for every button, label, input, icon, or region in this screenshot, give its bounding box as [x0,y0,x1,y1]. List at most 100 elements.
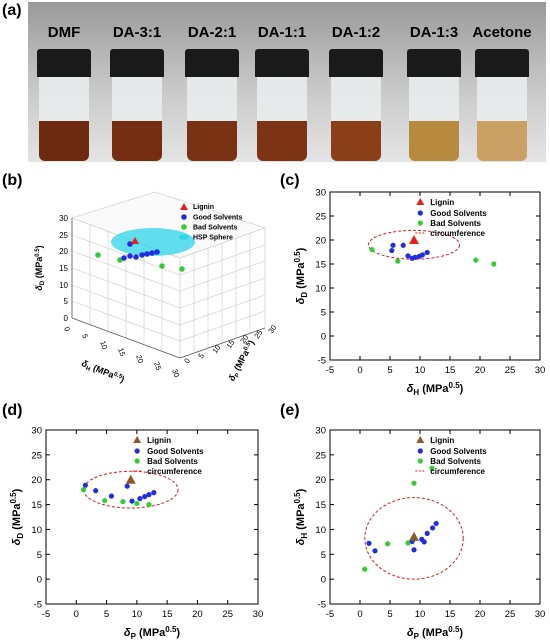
y-tick-label: 25 [315,212,326,223]
x-axis-title: δP (MPa0.5) [124,625,181,640]
x-tick-label: -5 [326,609,334,620]
legend-marker-good [134,448,140,454]
3d-points [95,237,185,272]
x-tick: 30 [170,368,181,379]
x-tick-label: 30 [535,365,546,376]
z-tick: 15 [59,264,68,273]
legend-label: Lignin [430,198,454,207]
bad-solvent-point [179,266,185,272]
good-solvent-point [144,251,150,257]
y-axis-title: δH (MPa0.5) [293,488,309,545]
vial-label: DA-3:1 [112,24,162,41]
bad-solvent-point [411,480,417,486]
legend-marker-bad [417,220,423,226]
bad-solvent-point [146,501,152,508]
vial-label: DA-1:1 [257,24,307,41]
vial-liquid [331,121,381,161]
y-tick-label: -5 [318,600,326,611]
legend-label: Bad Solvents [147,457,198,466]
x-tick: 25 [152,361,163,372]
x-tick: 5 [80,333,90,340]
vial-liquid [39,121,89,161]
good-solvent-point [372,548,378,554]
x-tick-label: 25 [222,609,233,620]
z-tick: 25 [59,231,68,240]
bad-solvent-point [362,566,368,572]
legend-marker-good [417,210,423,216]
y-tick-label: 5 [37,550,42,561]
x-axis-title: δH (MPa0.5) [407,381,464,397]
x-tick-label: 30 [253,609,264,620]
legend-label: HSP Sphere [193,235,233,242]
x-axis-title: δH (MPa0.5) [80,358,126,386]
x-tick-label: 25 [505,365,516,376]
vial-liquid [187,121,237,161]
y-tick-label: -5 [318,356,326,367]
vial [329,49,383,161]
bad-solvent-point [369,247,375,253]
lignin-point [409,531,419,541]
good-solvent-point [389,247,395,254]
vial-cap [329,49,383,77]
legend-label: Bad Solvents [430,219,481,228]
good-solvent-point [412,254,418,260]
x-tick-label: 0 [74,609,79,620]
x-tick-label: 15 [162,609,173,620]
legend-label: Lignin [430,436,454,445]
good-solvent-point [390,242,396,248]
y-axis-ticks: 0 5 10 15 20 25 30 [182,323,278,365]
bad-solvent-point [429,465,435,471]
x-tick-label: 5 [387,609,392,620]
legend-marker-lignin [133,436,142,443]
vial-label: DA-1:3 [409,24,459,41]
lignin-point [409,235,419,244]
panel-label-c: (c) [280,172,300,189]
vial-cap [475,49,529,77]
vial [185,49,239,161]
y-tick: 25 [252,328,264,340]
x-tick-label: 10 [415,365,426,376]
circumference [364,497,464,580]
bad-solvent-point [491,261,497,267]
legend-label: Lignin [147,436,171,445]
good-solvent-point [108,493,115,499]
y-tick: 5 [196,352,206,361]
good-solvent-point [93,488,99,494]
plot-frame [329,191,541,361]
y-tick-label: 30 [315,426,326,437]
vial [407,49,461,161]
good-solvent-point [405,253,411,259]
legend-marker-lignin [416,436,425,443]
x-axis-ticks: 0 5 10 15 20 25 30 [62,326,181,379]
y-tick-label: 30 [315,188,326,199]
hsp-sphere [111,228,195,256]
good-solvent-point [424,249,430,256]
hsp-3d-plot: 0 5 10 15 20 25 30 0 5 10 15 20 25 30 0 … [34,191,278,386]
y-tick: 20 [238,333,250,345]
vial-label: Acetone [472,24,532,41]
good-solvent-point [127,241,133,247]
panel-label-a: (a) [2,2,22,19]
y-tick-label: 10 [31,525,42,536]
x-tick-label: 20 [192,609,203,620]
panel-label-b: (b) [2,172,23,189]
bad-solvent-point [405,540,411,546]
legend-marker-good [417,448,423,454]
bad-solvent-point [159,263,165,269]
z-tick: 5 [64,297,69,306]
legend-marker-bad [417,458,423,464]
x-tick-label: 5 [387,365,392,376]
plot-frame [45,429,259,605]
x-tick-label: -5 [326,365,334,376]
good-solvent-point [366,540,372,546]
legend-label: Good Solvents [193,215,243,222]
vial [37,49,91,161]
y-tick-label: 30 [31,426,42,437]
good-solvent-point [121,255,127,261]
vial-liquid [257,121,307,161]
y-tick-label: 0 [321,575,326,586]
x-tick-label: 15 [445,365,456,376]
z-tick: 10 [59,281,68,290]
y-tick-label: 5 [321,308,326,319]
